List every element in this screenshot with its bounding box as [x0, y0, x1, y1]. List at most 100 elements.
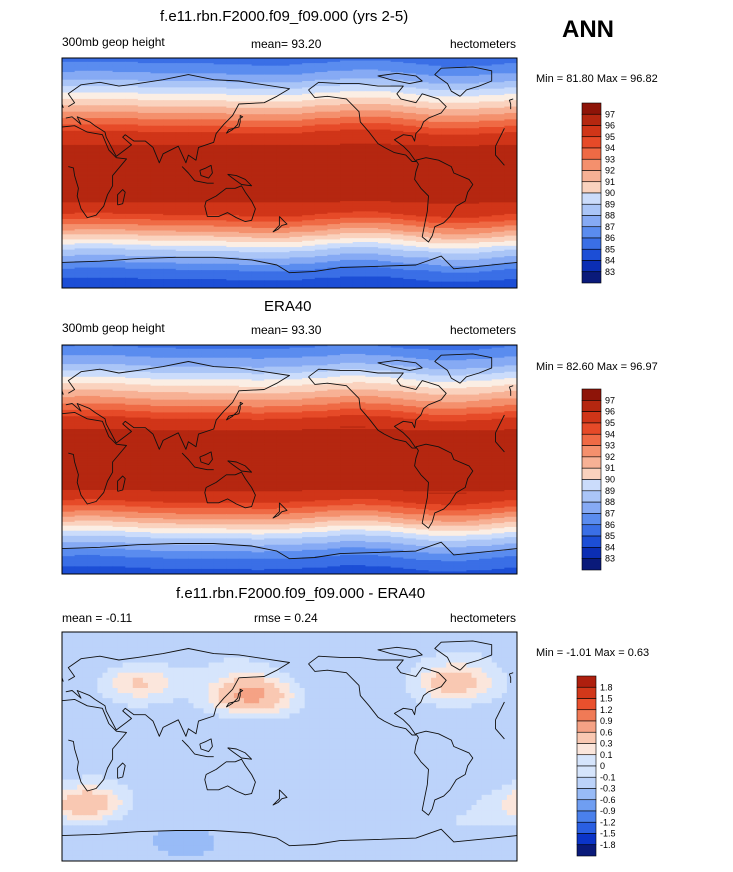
field-cell: [491, 100, 505, 103]
field-cell: [251, 162, 265, 165]
field-cell: [365, 129, 379, 132]
field-cell: [390, 107, 404, 110]
field-cell: [479, 78, 493, 81]
field-cell: [175, 202, 189, 205]
field-cell: [226, 124, 240, 127]
field-cell: [276, 82, 291, 85]
field-cell: [238, 215, 253, 218]
field-cell: [327, 193, 341, 196]
field-cell: [175, 73, 189, 76]
panel-1-minmax: Min = 81.80 Max = 96.82: [536, 73, 658, 85]
field-cell: [87, 106, 101, 109]
field-cell: [112, 121, 126, 124]
field-cell: [453, 83, 468, 86]
field-cell: [238, 77, 253, 80]
field-cell: [428, 66, 442, 69]
field-cell: [365, 65, 379, 68]
field-cell: [428, 124, 442, 127]
field-cell: [327, 173, 341, 175]
field-cell: [251, 88, 265, 91]
field-cell: [441, 210, 455, 212]
field-cell: [112, 107, 126, 110]
field-cell: [238, 72, 253, 74]
field-cell: [175, 156, 189, 159]
field-cell: [163, 224, 177, 226]
field-cell: [352, 167, 366, 170]
field-cell: [74, 110, 88, 113]
field-cell: [479, 112, 493, 115]
field-cell: [226, 147, 240, 150]
field-cell: [504, 147, 517, 150]
field-cell: [441, 147, 455, 150]
field-cell: [163, 120, 177, 123]
field-cell: [251, 175, 265, 178]
field-cell: [377, 153, 392, 156]
field-cell: [365, 124, 379, 127]
field-cell: [226, 107, 240, 110]
field-cell: [365, 92, 379, 95]
field-cell: [137, 188, 152, 191]
field-cell: [352, 128, 366, 131]
field-cell: [453, 179, 468, 182]
field-cell: [188, 146, 202, 149]
field-cell: [175, 132, 189, 134]
field-cell: [99, 142, 114, 145]
field-cell: [377, 183, 392, 186]
field-cell: [428, 147, 442, 150]
field-cell: [213, 180, 227, 183]
field-cell: [453, 221, 468, 224]
field-cell: [314, 185, 329, 188]
field-cell: [491, 112, 505, 115]
field-cell: [264, 198, 278, 201]
field-cell: [390, 142, 404, 145]
field-cell: [175, 59, 189, 62]
field-cell: [390, 58, 404, 60]
field-cell: [504, 66, 517, 69]
field-cell: [428, 207, 442, 210]
field-cell: [403, 198, 417, 201]
field-cell: [264, 64, 278, 67]
field-cell: [188, 184, 202, 187]
field-cell: [74, 135, 88, 138]
field-cell: [251, 147, 265, 150]
field-cell: [289, 229, 303, 232]
field-cell: [340, 109, 354, 111]
field-cell: [264, 58, 278, 60]
field-cell: [302, 204, 316, 207]
field-cell: [137, 82, 152, 85]
field-cell: [491, 229, 505, 232]
field-cell: [137, 83, 152, 86]
field-cell: [238, 144, 253, 147]
field-cell: [112, 193, 126, 196]
field-cell: [201, 173, 215, 175]
field-cell: [226, 206, 240, 209]
field-cell: [390, 65, 404, 68]
field-cell: [352, 161, 366, 164]
field-cell: [276, 109, 291, 111]
field-cell: [276, 148, 291, 151]
field-cell: [87, 83, 101, 86]
field-cell: [175, 65, 189, 68]
field-cell: [175, 196, 189, 198]
field-cell: [377, 125, 392, 128]
field-cell: [226, 73, 240, 76]
field-cell: [201, 147, 215, 150]
field-cell: [87, 137, 101, 140]
field-cell: [99, 120, 114, 123]
field-cell: [504, 162, 517, 165]
field-cell: [188, 86, 202, 88]
field-cell: [466, 79, 480, 82]
field-cell: [327, 212, 341, 215]
field-cell: [74, 233, 88, 235]
field-cell: [504, 65, 517, 68]
field-cell: [289, 106, 303, 109]
field-cell: [340, 158, 354, 161]
field-cell: [453, 139, 468, 142]
field-cell: [87, 139, 101, 142]
field-cell: [289, 142, 303, 145]
field-cell: [175, 225, 189, 228]
field-cell: [87, 121, 101, 124]
field-cell: [428, 206, 442, 209]
field-cell: [428, 96, 442, 99]
field-cell: [352, 220, 366, 223]
